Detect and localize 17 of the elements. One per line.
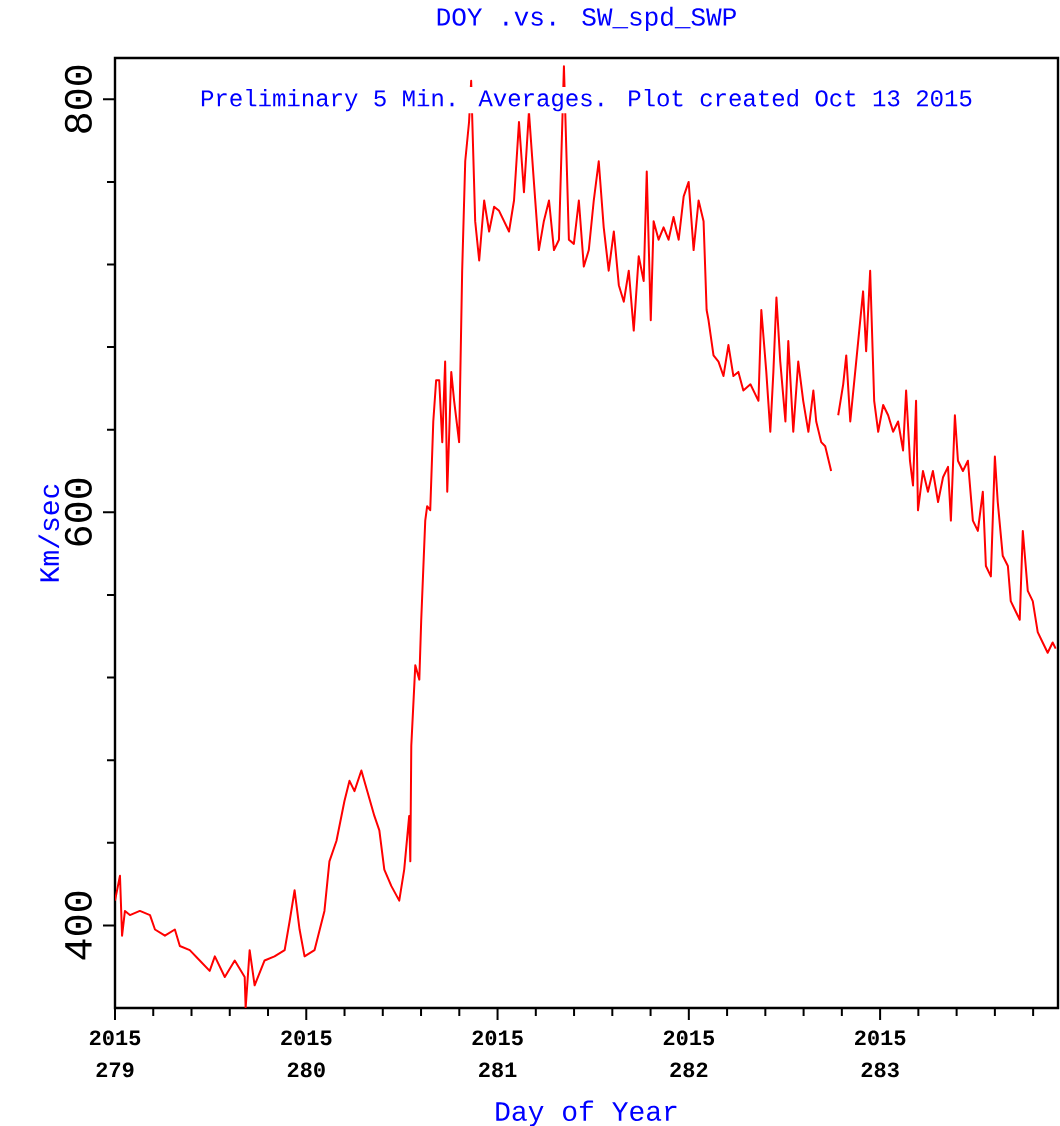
x-tick-label: 279 xyxy=(96,1062,134,1078)
text: 2015 xyxy=(855,1030,906,1046)
x-tick-label: 281 xyxy=(479,1062,517,1078)
text: 2015 xyxy=(281,1030,332,1046)
y-tick-label: 400 xyxy=(64,891,92,960)
x-axis-title: Day of Year xyxy=(496,1100,677,1126)
x-tick-label: 283 xyxy=(861,1062,899,1078)
text: 2015 xyxy=(472,1030,523,1046)
x-tick-label: 282 xyxy=(670,1062,708,1078)
text: 2015 xyxy=(663,1030,715,1046)
annotation: Preliminary 5 Min. Averages. Plot created Oct 13 2015 xyxy=(201,88,972,112)
text: 2015 xyxy=(89,1030,141,1046)
y-tick-label: 800 xyxy=(64,65,92,133)
y-tick-label: 600 xyxy=(64,478,92,546)
y-axis-title: Km/sec xyxy=(38,484,60,582)
x-tick-label: 280 xyxy=(287,1062,325,1078)
chart-title: DOY .vs. SW_spd_SWP xyxy=(437,6,736,31)
